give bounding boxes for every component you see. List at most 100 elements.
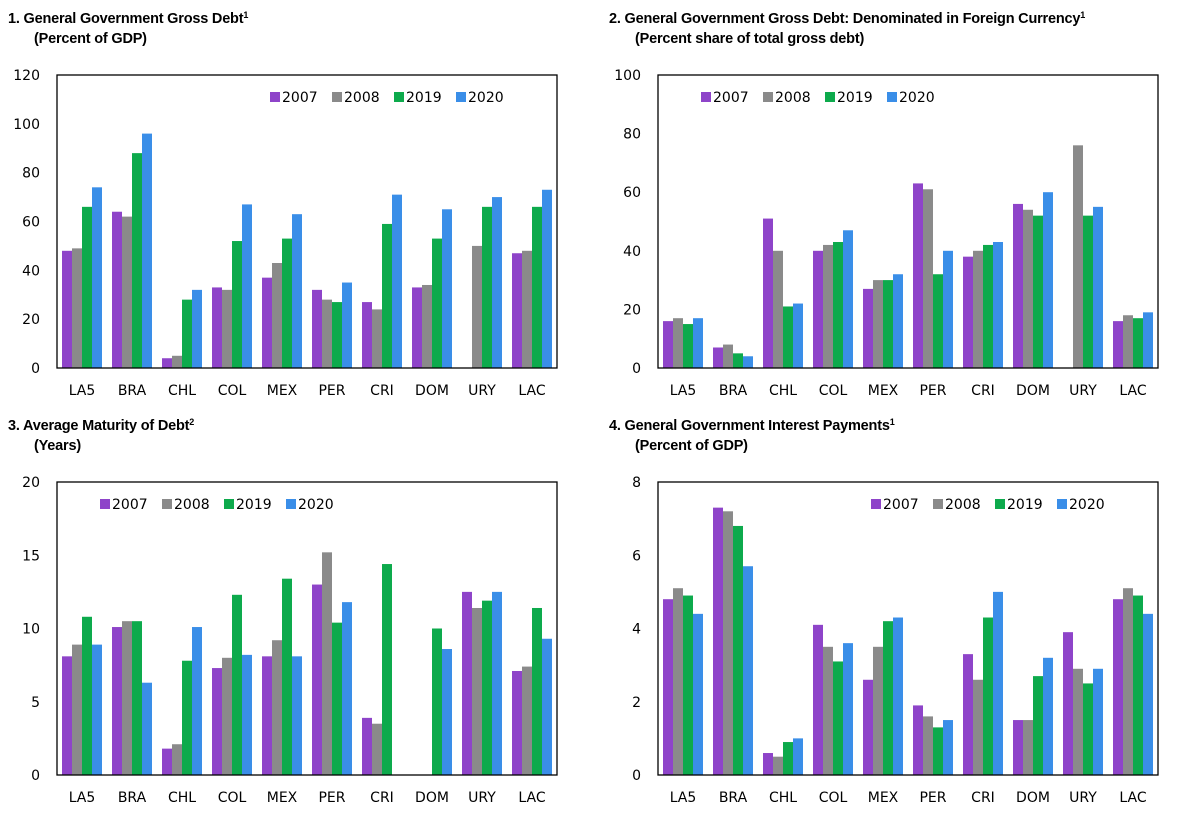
chart-panel-3: 0 5 10 15 20 LA5 BRA CHL COL MEX PER CRI DOM URY LAC 20… — [0, 407, 601, 814]
bar-2020-MEX — [292, 214, 302, 368]
bar-2020-BRA — [743, 566, 753, 775]
x-tick-label-BRA: BRA — [719, 790, 748, 806]
y-tick-label: 2 — [632, 695, 641, 711]
x-tick-label-CHL: CHL — [168, 383, 196, 399]
bar-2020-DOM — [442, 649, 452, 775]
chart-panel-2: 0 20 40 60 80 100 LA5 BRA CHL COL MEX PER CRI DOM URY L… — [601, 0, 1202, 407]
x-tick-label-LAC: LAC — [1119, 383, 1146, 399]
chart-panel-4: 0 2 4 6 8 LA5 BRA CHL COL MEX PER CRI DOM URY LAC 2007 2… — [601, 407, 1202, 814]
legend-swatch-2007 — [871, 499, 881, 509]
y-tick-label: 80 — [22, 166, 40, 182]
legend-label-2008: 2008 — [344, 90, 380, 106]
y-tick-label: 20 — [623, 302, 641, 318]
y-tick-label: 10 — [22, 622, 40, 638]
x-tick-label-LA5: LA5 — [670, 790, 697, 806]
x-tick-label-COL: COL — [218, 790, 247, 806]
bar-2008-LAC — [522, 666, 532, 775]
bar-2020-COL — [843, 230, 853, 368]
bar-2007-PER — [312, 584, 322, 775]
bar-2019-CRI — [983, 617, 993, 775]
x-tick-label-COL: COL — [819, 383, 848, 399]
bar-2020-CHL — [793, 738, 803, 775]
bar-2007-LAC — [1113, 321, 1123, 368]
x-tick-label-CHL: CHL — [769, 790, 797, 806]
x-tick-label-URY: URY — [468, 383, 496, 399]
chart-svg-3: 0 5 10 15 20 LA5 BRA CHL COL MEX PER CRI DOM URY LAC 20… — [22, 475, 558, 806]
legend-swatch-2020 — [1057, 499, 1067, 509]
bar-2019-LAC — [532, 607, 542, 775]
bar-2008-DOM — [1023, 720, 1033, 775]
bar-2020-COL — [843, 643, 853, 775]
y-tick-label: 0 — [31, 768, 40, 784]
bar-2008-PER — [923, 189, 933, 368]
bar-2020-URY — [1093, 668, 1103, 775]
legend-label-2008: 2008 — [775, 90, 811, 106]
legend-label-2020: 2020 — [468, 90, 504, 106]
y-tick-label: 5 — [31, 695, 40, 711]
bar-2020-LA5 — [92, 644, 102, 775]
bar-2020-PER — [943, 250, 953, 368]
x-tick-label-LA5: LA5 — [69, 790, 96, 806]
y-tick-label: 0 — [632, 768, 641, 784]
bar-2020-CHL — [192, 627, 202, 775]
bar-2020-LAC — [1143, 613, 1153, 775]
plot-area-frame — [56, 74, 558, 369]
y-tick-label: 15 — [22, 548, 40, 564]
bar-2007-URY — [1063, 632, 1073, 775]
bar-2019-CRI — [382, 223, 392, 368]
bar-2008-URY — [472, 245, 482, 368]
bar-2007-COL — [813, 624, 823, 775]
bar-2019-CHL — [783, 742, 793, 775]
bar-2019-BRA — [132, 621, 142, 775]
bar-2008-COL — [222, 289, 232, 368]
bar-2019-COL — [232, 241, 242, 368]
bar-2019-MEX — [282, 238, 292, 368]
chart-subtitle-2: (Percent share of total gross debt) — [635, 31, 865, 47]
x-tick-label-BRA: BRA — [719, 383, 748, 399]
bar-2008-CRI — [973, 250, 983, 368]
bar-2007-LA5 — [62, 250, 72, 368]
bar-2020-CHL — [192, 289, 202, 368]
bar-2008-DOM — [1023, 209, 1033, 368]
bar-2008-MEX — [272, 640, 282, 775]
x-tick-label-CRI: CRI — [370, 790, 394, 806]
legend-label-2019: 2019 — [1007, 497, 1043, 513]
bar-2007-LA5 — [663, 321, 673, 368]
bar-2020-LAC — [542, 189, 552, 368]
bar-2019-DOM — [432, 238, 442, 368]
bar-2007-PER — [312, 289, 322, 368]
bar-2008-LAC — [1123, 315, 1133, 368]
x-tick-label-CRI: CRI — [971, 383, 995, 399]
bar-2007-CHL — [162, 748, 172, 775]
legend-label-2008: 2008 — [174, 497, 210, 513]
legend-label-2008: 2008 — [945, 497, 981, 513]
bar-2007-BRA — [713, 347, 723, 368]
bar-2020-COL — [242, 654, 252, 775]
legend-swatch-2008 — [763, 92, 773, 102]
x-tick-label-CRI: CRI — [370, 383, 394, 399]
legend-swatch-2019 — [394, 92, 404, 102]
x-tick-label-LAC: LAC — [518, 383, 545, 399]
bar-2019-PER — [933, 727, 943, 775]
bar-2007-LA5 — [663, 599, 673, 775]
bar-2019-LA5 — [683, 324, 693, 368]
legend-label-2019: 2019 — [406, 90, 442, 106]
plot-area-frame — [657, 481, 1159, 776]
x-tick-label-DOM: DOM — [1016, 383, 1050, 399]
y-tick-label: 20 — [22, 475, 40, 491]
bar-2019-BRA — [132, 153, 142, 368]
bar-2020-MEX — [893, 617, 903, 775]
y-tick-label: 8 — [632, 475, 641, 491]
y-tick-label: 100 — [614, 68, 641, 84]
bar-2008-CHL — [172, 744, 182, 775]
bar-2008-MEX — [272, 263, 282, 368]
bar-2008-CRI — [372, 723, 382, 775]
bar-2020-URY — [492, 197, 502, 368]
bar-2008-CRI — [973, 679, 983, 775]
bar-2007-MEX — [863, 288, 873, 368]
bar-2019-PER — [332, 302, 342, 368]
bar-2019-LAC — [1133, 595, 1143, 775]
bar-2008-LAC — [1123, 588, 1133, 775]
legend-label-2007: 2007 — [112, 497, 148, 513]
plot-area-frame — [56, 481, 558, 776]
